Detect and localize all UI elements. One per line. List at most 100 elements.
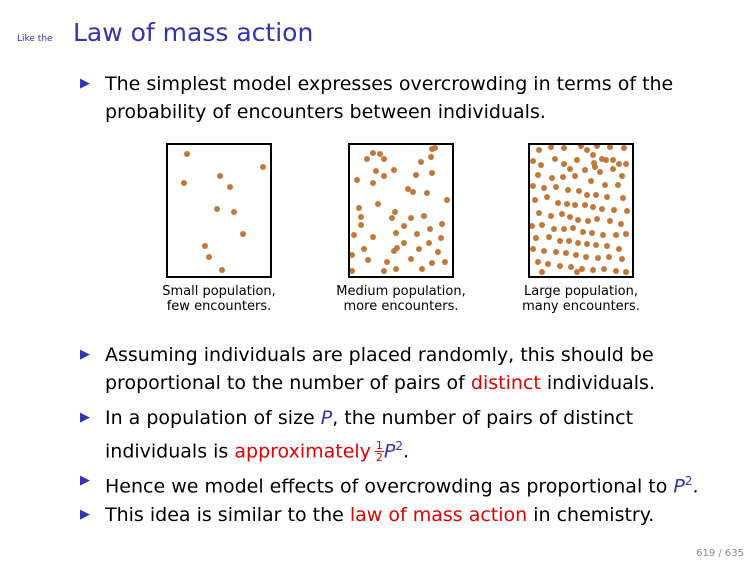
individual-dot (354, 177, 360, 183)
bullet-mass-action-text: This idea is similar to the law of mass … (105, 501, 654, 529)
individual-dot (604, 194, 610, 200)
individual-dot (574, 157, 580, 163)
individual-dot (418, 159, 424, 165)
individual-dot (619, 173, 625, 179)
individual-dot (533, 235, 539, 241)
individual-dot (350, 252, 355, 258)
individual-dot (615, 182, 621, 188)
individual-dot (602, 182, 608, 188)
fraction-denominator: 2 (375, 451, 383, 465)
individual-dot (546, 234, 552, 240)
individual-dot (580, 229, 586, 235)
small-population-dots (181, 151, 266, 273)
individual-dot (607, 145, 613, 150)
individual-dot (391, 167, 397, 173)
highlight-distinct: distinct (470, 372, 541, 394)
individual-dot (564, 201, 570, 207)
individual-dot (381, 173, 387, 179)
individual-dot (370, 150, 376, 156)
individual-dot (370, 234, 376, 240)
individual-dot (575, 240, 581, 246)
individual-dot (557, 263, 563, 269)
bullet-line: . (692, 475, 699, 498)
highlight-law-of-mass-action: law of mass action (349, 504, 528, 526)
individual-dot (541, 248, 547, 254)
individual-dot (181, 180, 187, 186)
bullet-line: individuals is (105, 440, 235, 463)
individual-dot (590, 267, 596, 273)
individual-dot (557, 238, 563, 244)
individual-dot (548, 213, 554, 219)
individual-dot (603, 157, 609, 163)
individual-dot (389, 215, 395, 221)
individual-dot (599, 206, 605, 212)
medium-population-panel (348, 143, 454, 278)
individual-dot (381, 156, 387, 162)
individual-dot (590, 204, 596, 210)
individual-dot (594, 216, 600, 222)
individual-dot (549, 175, 555, 181)
individual-dot (588, 178, 594, 184)
individual-dot (530, 223, 535, 229)
individual-dot (623, 269, 629, 275)
individual-dot (426, 240, 432, 246)
individual-dot (219, 267, 225, 273)
individual-dot (624, 208, 630, 214)
medium-population-caption: Medium population, more encounters. (320, 284, 482, 314)
individual-dot (584, 147, 590, 153)
individual-dot (618, 221, 624, 227)
individual-dot (442, 259, 448, 265)
individual-dot (413, 172, 419, 178)
individual-dot (570, 225, 576, 231)
individual-dot (410, 189, 416, 195)
bullet-random-placement-text: Assuming individuals are placed randomly… (105, 341, 655, 397)
individual-dot (393, 266, 399, 272)
individual-dot (559, 211, 565, 217)
individual-dot (613, 232, 619, 238)
individual-dot (578, 145, 584, 149)
individual-dot (231, 209, 237, 215)
individual-dot (427, 226, 433, 232)
individual-dot (610, 157, 616, 163)
individual-dot (428, 154, 434, 160)
small-population-caption: Small population, few encounters. (143, 284, 295, 314)
individual-dot (391, 248, 397, 254)
exponent: 2 (395, 439, 404, 453)
slide-title: Law of mass action (73, 18, 314, 47)
individual-dot (561, 145, 567, 151)
individual-dot (377, 151, 383, 157)
individual-dot (530, 158, 536, 164)
large-population-panel (528, 143, 634, 278)
individual-dot (572, 202, 578, 208)
individual-dot (530, 246, 536, 252)
individual-dot (206, 254, 212, 260)
variable-p: P (320, 407, 333, 429)
bullet-line: In a population of size (105, 407, 321, 429)
individual-dot (444, 197, 450, 203)
individual-dot (539, 269, 545, 275)
caption-line: few encounters. (166, 299, 272, 314)
individual-dot (438, 235, 444, 241)
individual-dot (393, 230, 399, 236)
individual-dot (620, 195, 626, 201)
individual-dot (551, 226, 557, 232)
individual-dot (358, 214, 364, 220)
individual-dot (584, 192, 590, 198)
individual-dot (356, 205, 362, 211)
variable-p: P (673, 475, 685, 498)
individual-dot (555, 200, 561, 206)
individual-dot (567, 214, 573, 220)
individual-dot (536, 210, 542, 216)
individual-dot (544, 194, 550, 200)
individual-dot (565, 187, 571, 193)
individual-dot (240, 231, 246, 237)
variable-p: P (383, 440, 396, 463)
individual-dot (610, 166, 616, 172)
individual-dot (432, 145, 438, 151)
individual-dot (619, 256, 625, 262)
individual-dot (585, 218, 591, 224)
individual-dot (364, 156, 370, 162)
individual-dot (538, 162, 544, 168)
individual-dot (381, 268, 387, 274)
